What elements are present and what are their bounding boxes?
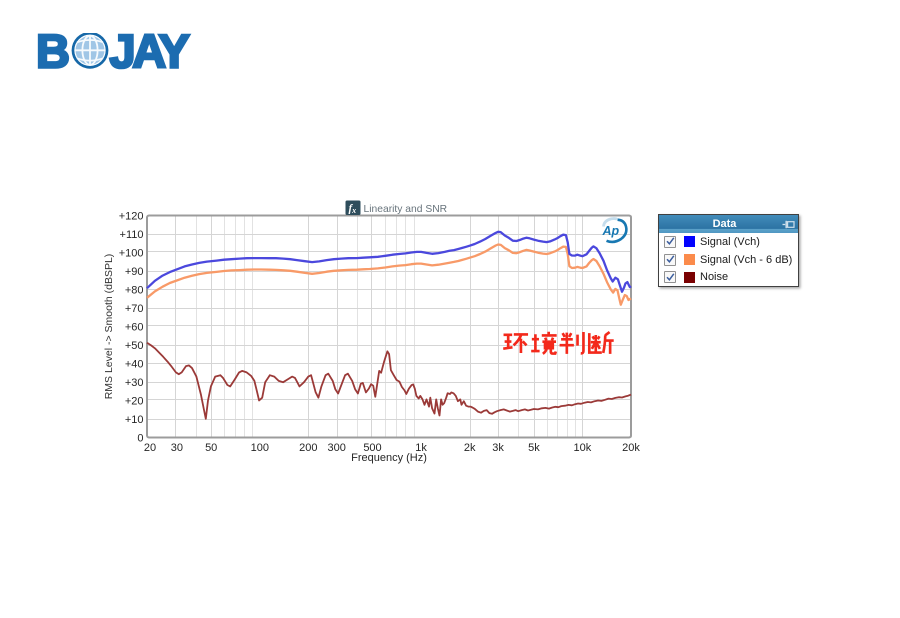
svg-text:50: 50: [205, 442, 217, 454]
svg-text:10k: 10k: [574, 442, 592, 454]
svg-text:+60: +60: [125, 321, 144, 333]
svg-text:+50: +50: [125, 340, 144, 352]
svg-text:0: 0: [137, 432, 143, 444]
svg-text:Linearity and SNR: Linearity and SNR: [364, 204, 448, 215]
svg-text:+100: +100: [119, 247, 144, 259]
svg-text:+30: +30: [125, 377, 144, 389]
svg-text:+120: +120: [119, 210, 144, 222]
svg-text:+70: +70: [125, 303, 144, 315]
svg-text:1k: 1k: [415, 442, 427, 454]
svg-text:+110: +110: [120, 229, 144, 241]
svg-text:+80: +80: [125, 284, 144, 296]
svg-text:20k: 20k: [622, 442, 640, 454]
svg-text:200: 200: [299, 442, 317, 454]
svg-text:Ap: Ap: [602, 224, 620, 238]
svg-text:+90: +90: [125, 266, 144, 278]
svg-text:+20: +20: [125, 395, 144, 407]
svg-text:fx: fx: [349, 203, 357, 216]
svg-text:500: 500: [363, 442, 381, 454]
svg-text:+10: +10: [125, 414, 144, 426]
svg-text:JAY: JAY: [110, 33, 190, 78]
svg-text:3k: 3k: [492, 442, 504, 454]
svg-text:+40: +40: [125, 358, 144, 370]
svg-text:5k: 5k: [528, 442, 540, 454]
svg-text:Frequency (Hz): Frequency (Hz): [351, 452, 427, 464]
svg-text:2k: 2k: [464, 442, 476, 454]
svg-text:300: 300: [328, 442, 346, 454]
svg-text:100: 100: [251, 442, 269, 454]
svg-text:RMS Level -> Smooth (dBSPL): RMS Level -> Smooth (dBSPL): [103, 254, 115, 400]
svg-text:B: B: [36, 33, 70, 78]
svg-text:20: 20: [144, 442, 156, 454]
svg-text:30: 30: [171, 442, 183, 454]
